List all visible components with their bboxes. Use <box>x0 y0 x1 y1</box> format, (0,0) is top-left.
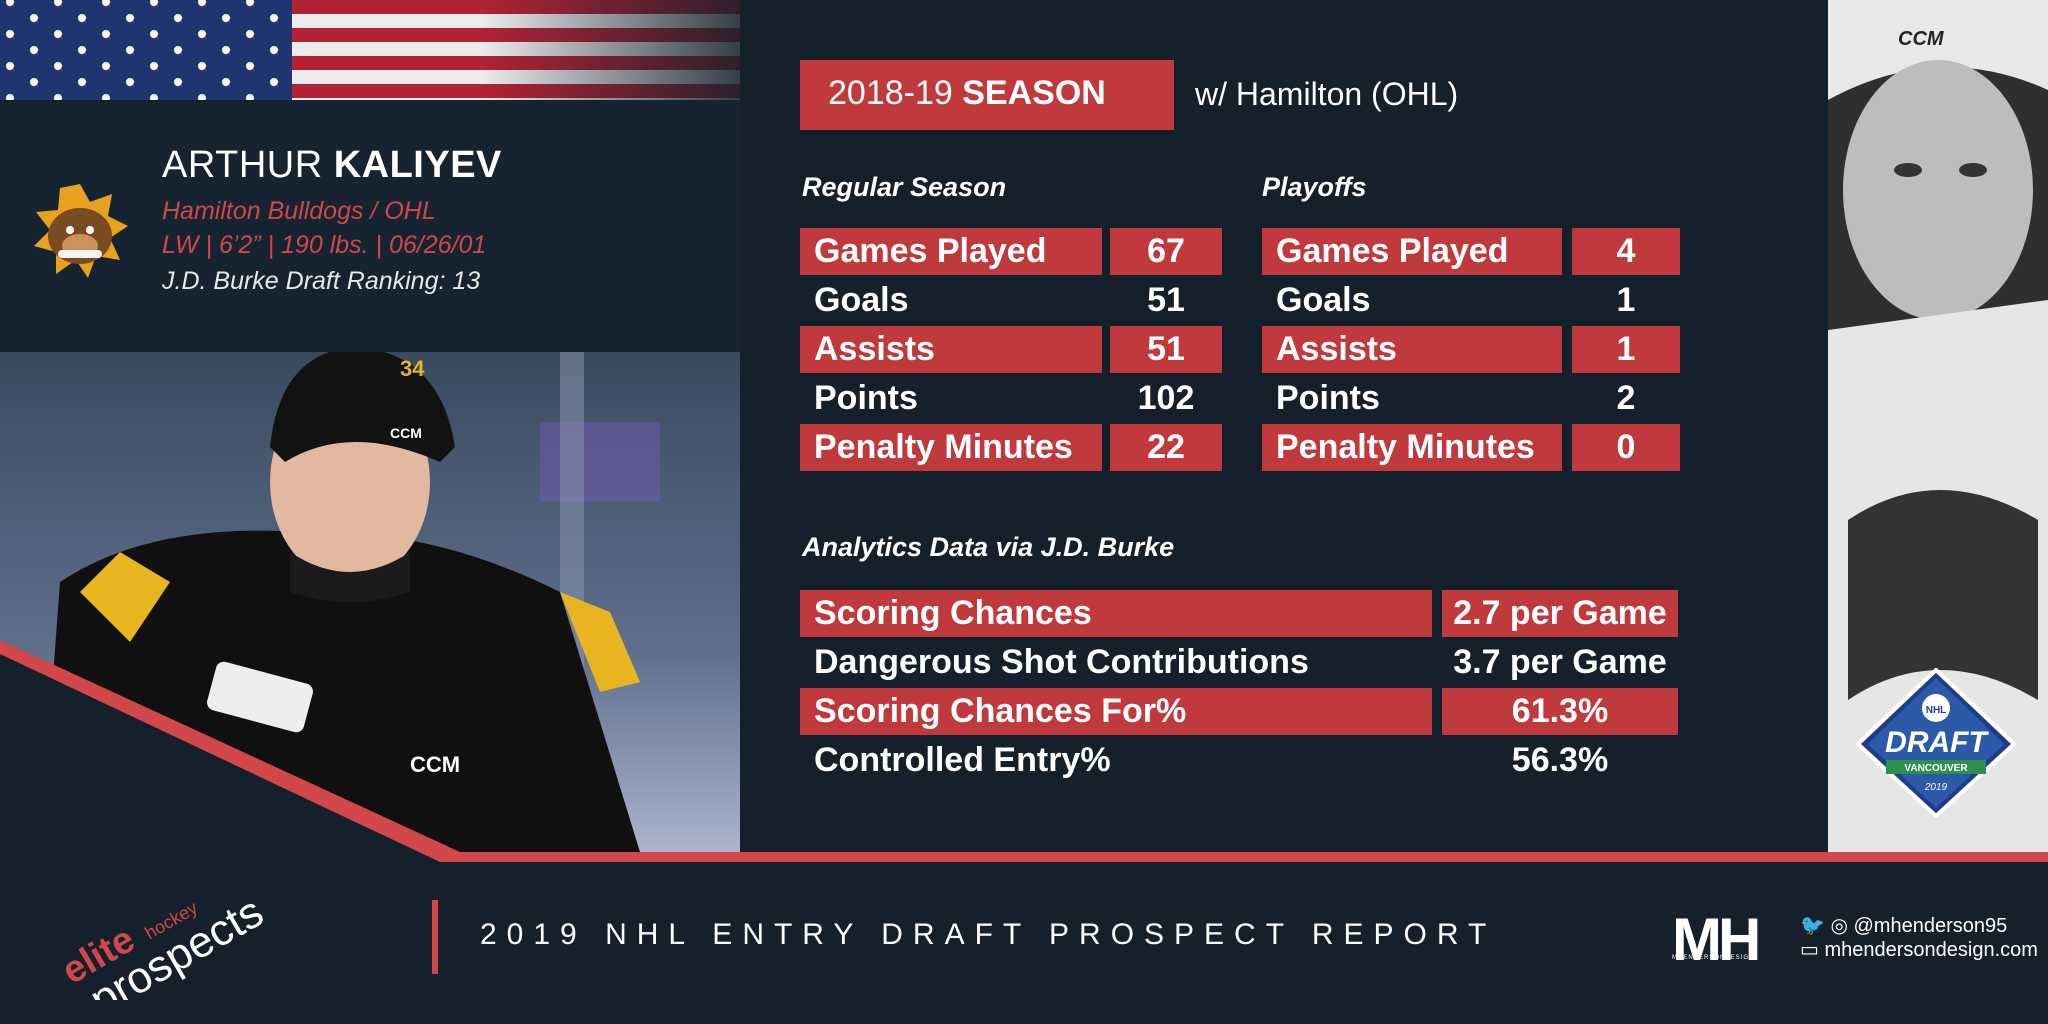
svg-text:CCM: CCM <box>1898 28 1945 50</box>
stat-label: Points <box>814 379 918 417</box>
stat-value: 102 <box>1137 379 1195 417</box>
draft-logo-city: VANCOUVER <box>1904 763 1968 774</box>
draft-ranking: J.D. Burke Draft Ranking: 13 <box>162 267 481 295</box>
nhl-shield-text: NHL <box>1926 705 1947 716</box>
stat-label: Penalty Minutes <box>800 424 1102 471</box>
nhl-draft-2019-logo: NHL DRAFT VANCOUVER 2019 <box>1855 667 2017 819</box>
analytics-label: Scoring Chances For% <box>800 688 1432 735</box>
season-team: w/ Hamilton (OHL) <box>1195 76 1459 112</box>
website-text: mhendersondesign.com <box>1824 939 2038 961</box>
analytics-value: 3.7 per Game <box>1453 643 1667 681</box>
social-handle-text: @mhenderson95 <box>1853 915 2008 937</box>
player-vitals: LW | 6’2” | 190 lbs. | 06/26/01 <box>162 231 487 259</box>
instagram-icon: ◎ <box>1830 915 1848 937</box>
mh-logo: MH <box>1672 906 1761 973</box>
analytics-label: Controlled Entry% <box>814 741 1111 779</box>
website: ▭ mhendersondesign.com <box>1800 937 2038 962</box>
season-badge <box>800 60 1174 130</box>
svg-text:CCM: CCM <box>410 752 460 777</box>
playoffs-heading: Playoffs <box>1262 172 1367 202</box>
analytics-label: Dangerous Shot Contributions <box>814 643 1309 681</box>
season-year: 2018-19 <box>828 74 953 112</box>
draft-logo-year: 2019 <box>1924 782 1948 793</box>
stat-value: 0 <box>1572 424 1680 471</box>
laptop-icon: ▭ <box>1800 939 1819 961</box>
elite-prospects-logo: elite hockey prospects <box>30 780 290 1024</box>
social-handle: 🐦 ◎ @mhenderson95 <box>1800 913 2007 938</box>
mh-logo-subtitle: MHENDERSONDESIGN <box>1672 955 1755 961</box>
footer-diagonal <box>0 640 460 1024</box>
helmet-number: 34 <box>400 356 425 381</box>
regular-season-heading: Regular Season <box>802 172 1007 202</box>
stat-label: Goals <box>1276 281 1371 319</box>
stat-value: 51 <box>1110 326 1222 373</box>
stat-value: 67 <box>1110 228 1222 275</box>
us-flag <box>0 0 740 100</box>
stat-label: Penalty Minutes <box>1262 424 1562 471</box>
analytics-value: 56.3% <box>1511 741 1609 779</box>
twitter-icon: 🐦 <box>1800 915 1825 937</box>
stat-value: 2 <box>1616 379 1636 417</box>
report-title: 2019 NHL ENTRY DRAFT PROSPECT REPORT <box>480 918 1497 951</box>
stat-label: Points <box>1276 379 1380 417</box>
playoffs-table: Games Played 4 Goals 1 Assists 1 Points … <box>1262 228 1680 476</box>
stat-label: Assists <box>1262 326 1562 373</box>
season-label: SEASON <box>962 74 1106 112</box>
stat-value: 4 <box>1572 228 1680 275</box>
stat-label: Games Played <box>800 228 1102 275</box>
player-first-name: ARTHUR <box>162 144 323 186</box>
bulldogs-logo <box>28 180 132 284</box>
stat-value: 1 <box>1616 281 1636 319</box>
player-name: ARTHUR KALIYEV <box>162 144 502 187</box>
analytics-table: Scoring Chances 2.7 per Game Dangerous S… <box>800 590 1678 788</box>
stat-label: Games Played <box>1262 228 1562 275</box>
season-title: 2018-19 SEASON <box>828 74 1106 113</box>
svg-text:CCM: CCM <box>390 425 422 441</box>
stat-value: 1 <box>1572 326 1680 373</box>
stat-label: Goals <box>814 281 909 319</box>
regular-season-table: Games Played 67 Goals 51 Assists 51 Poin… <box>800 228 1222 476</box>
stat-label: Assists <box>800 326 1102 373</box>
draft-logo-word: DRAFT <box>1885 726 1989 759</box>
analytics-label: Scoring Chances <box>800 590 1432 637</box>
stat-value: 22 <box>1110 424 1222 471</box>
analytics-heading: Analytics Data via J.D. Burke <box>802 532 1175 562</box>
footer-accent-line <box>0 852 2048 862</box>
report-title-bar <box>432 900 438 974</box>
stat-value: 51 <box>1147 281 1185 319</box>
analytics-value: 61.3% <box>1442 688 1678 735</box>
analytics-value: 2.7 per Game <box>1442 590 1678 637</box>
player-last-name: KALIYEV <box>333 144 502 186</box>
player-team: Hamilton Bulldogs / OHL <box>162 197 436 225</box>
